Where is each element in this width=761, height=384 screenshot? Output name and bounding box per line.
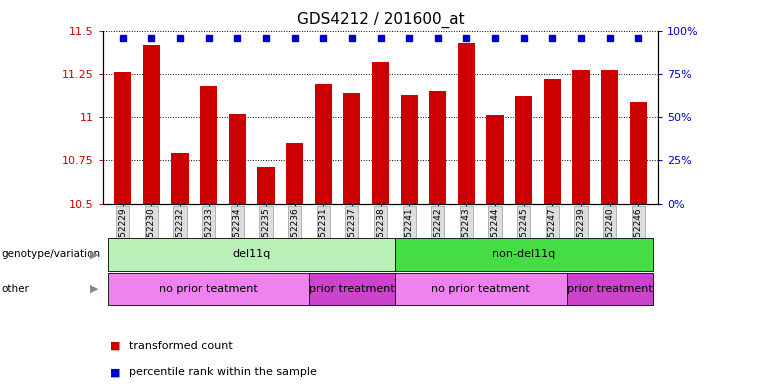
Bar xyxy=(429,91,447,204)
Bar xyxy=(629,101,647,204)
Bar xyxy=(200,86,218,204)
Text: transformed count: transformed count xyxy=(129,341,233,351)
Bar xyxy=(601,71,618,204)
Text: genotype/variation: genotype/variation xyxy=(2,249,100,260)
Bar xyxy=(114,72,132,204)
Text: prior treatment: prior treatment xyxy=(309,284,395,294)
Bar xyxy=(343,93,361,204)
Bar xyxy=(286,143,303,204)
Text: other: other xyxy=(2,284,30,294)
Bar xyxy=(229,114,246,204)
Title: GDS4212 / 201600_at: GDS4212 / 201600_at xyxy=(297,12,464,28)
Text: no prior teatment: no prior teatment xyxy=(159,284,258,294)
Text: del11q: del11q xyxy=(233,249,271,260)
Text: percentile rank within the sample: percentile rank within the sample xyxy=(129,367,317,377)
Bar xyxy=(543,79,561,204)
Bar xyxy=(400,94,418,204)
Text: ▶: ▶ xyxy=(91,249,99,260)
Text: ■: ■ xyxy=(110,367,124,377)
Bar xyxy=(458,43,475,204)
Bar xyxy=(486,116,504,204)
Bar xyxy=(372,62,389,204)
Bar xyxy=(314,84,332,204)
Bar xyxy=(572,71,590,204)
Text: no prior teatment: no prior teatment xyxy=(431,284,530,294)
Bar xyxy=(515,96,532,204)
Bar xyxy=(257,167,275,204)
Text: ■: ■ xyxy=(110,341,124,351)
Text: ▶: ▶ xyxy=(91,284,99,294)
Bar xyxy=(143,45,160,204)
Bar xyxy=(171,154,189,204)
Text: non-del11q: non-del11q xyxy=(492,249,556,260)
Text: prior treatment: prior treatment xyxy=(567,284,652,294)
